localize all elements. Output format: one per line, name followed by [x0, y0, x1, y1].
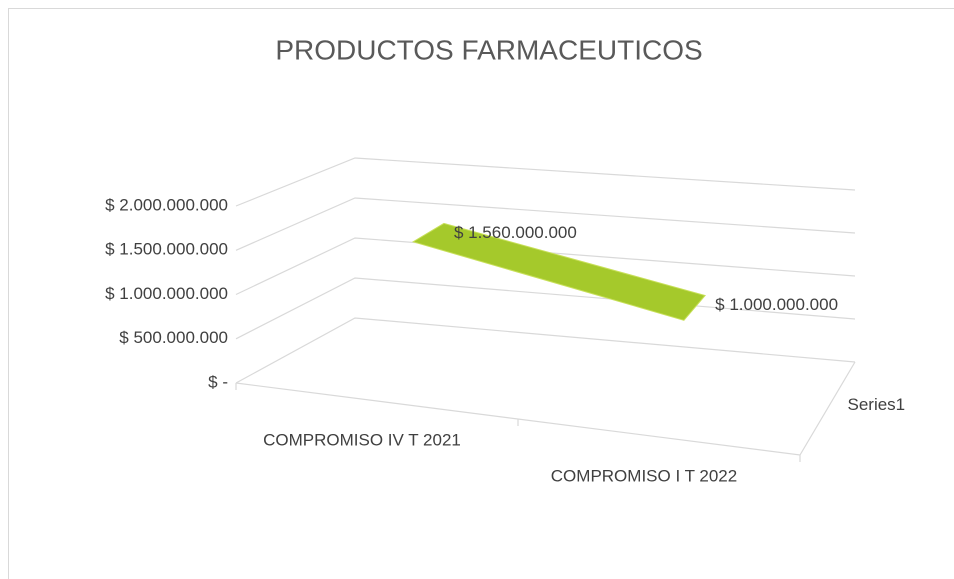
y-tick-label: $ 1.000.000.000: [105, 284, 228, 303]
series-axis-label: Series1: [848, 395, 906, 414]
grid-line: [235, 197, 856, 251]
grid-line: [235, 317, 856, 384]
grid-line: [235, 157, 856, 207]
y-tick-label: $ 500.000.000: [119, 328, 228, 347]
chart-title: PRODUCTOS FARMACEUTICOS: [275, 34, 702, 65]
y-tick-label: $ 2.000.000.000: [105, 195, 228, 214]
x-tick-label: COMPROMISO IV T 2021: [263, 430, 461, 449]
data-label: $ 1.560.000.000: [454, 223, 577, 242]
chart-border: [8, 8, 954, 579]
x-tick-label: COMPROMISO I T 2022: [551, 466, 737, 485]
ribbon: [411, 222, 706, 321]
data-label: $ 1.000.000.000: [715, 295, 838, 314]
y-tick-label: $ -: [208, 372, 228, 391]
grid-line: [235, 237, 856, 296]
y-tick-label: $ 1.500.000.000: [105, 240, 228, 259]
